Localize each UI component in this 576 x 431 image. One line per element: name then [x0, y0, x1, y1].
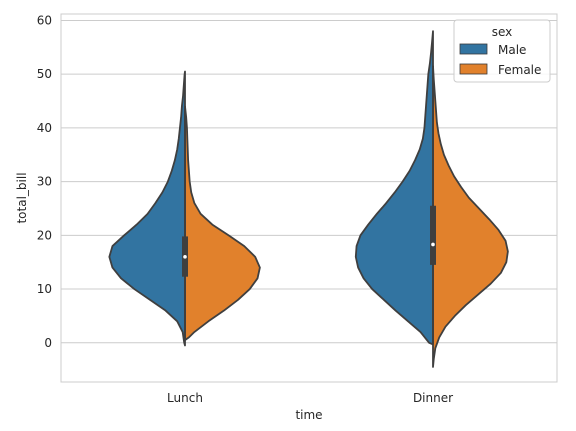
y-tick-label: 50: [37, 67, 52, 81]
violin-female-dinner: [432, 65, 509, 368]
x-tick-label-lunch: Lunch: [167, 391, 203, 405]
violin-female-lunch: [184, 105, 261, 341]
legend-swatch-female: [459, 63, 488, 75]
violin-male-dinner: [354, 30, 434, 346]
x-axis-label: time: [295, 408, 322, 422]
y-axis-label: total_bill: [15, 172, 29, 223]
y-tick-label: 10: [37, 282, 52, 296]
legend-swatch-male: [459, 43, 488, 55]
violin-male-lunch: [108, 70, 186, 347]
violins: [108, 30, 509, 368]
median-dot-dinner: [431, 242, 435, 247]
y-tick-label: 40: [37, 121, 52, 135]
legend-title: sex: [492, 25, 513, 39]
x-tick-label-dinner: Dinner: [413, 391, 453, 405]
median-dot-lunch: [183, 255, 187, 259]
y-tick-label: 60: [37, 13, 52, 27]
legend-label-male: Male: [498, 43, 526, 57]
legend: sex Male Female: [453, 19, 551, 83]
y-tick-labels: 0 10 20 30 40 50 60: [37, 13, 52, 349]
legend-label-female: Female: [498, 63, 541, 77]
y-tick-label: 20: [37, 228, 52, 242]
y-tick-label: 30: [37, 175, 52, 189]
x-tick-labels: Lunch Dinner: [167, 391, 453, 405]
y-tick-label: 0: [44, 336, 52, 350]
inner-boxes: [182, 66, 436, 345]
